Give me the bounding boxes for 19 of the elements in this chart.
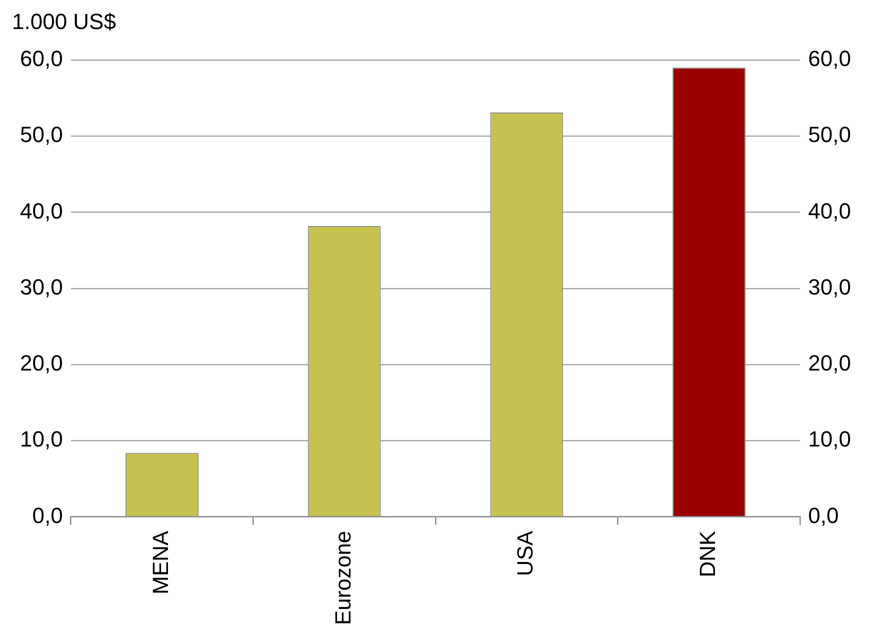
x-tick-label: DNK (695, 530, 720, 578)
y2-tick-label: 60,0 (808, 46, 852, 72)
y-tick-label: 30,0 (20, 274, 63, 300)
x-tick-label: USA (512, 530, 538, 576)
y-axis-title: 1.000 US$ (12, 9, 116, 34)
y-tick-label: 0,0 (32, 502, 63, 528)
y-tick-label: 20,0 (20, 350, 63, 376)
y-tick-label: 10,0 (20, 426, 63, 452)
x-tick-label: Eurozone (330, 530, 356, 626)
x-tick-label: MENA (148, 530, 174, 594)
y2-tick-label: 10,0 (808, 426, 852, 452)
y2-tick-label: 30,0 (808, 274, 852, 300)
y2-tick-label: 0,0 (808, 502, 839, 528)
y-tick-label: 40,0 (20, 198, 63, 224)
y2-tick-label: 20,0 (808, 350, 852, 376)
y-tick-label: 50,0 (20, 122, 63, 148)
y-tick-label: 60,0 (20, 46, 63, 72)
y2-tick-label: 50,0 (808, 122, 852, 148)
y2-tick-label: 40,0 (808, 198, 852, 224)
